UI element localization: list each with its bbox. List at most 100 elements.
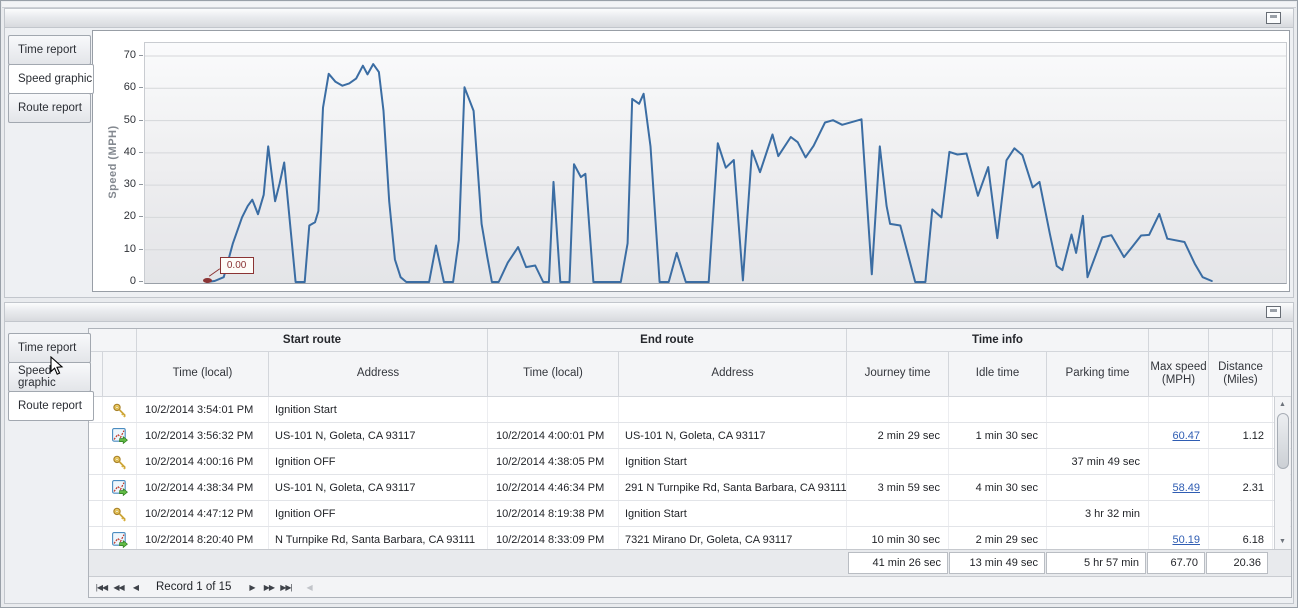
vertical-scrollbar[interactable]: ▲ ▼ — [1274, 397, 1290, 549]
row-indicator-cell — [89, 475, 103, 500]
column-header-distance[interactable]: Distance (Miles) — [1209, 352, 1273, 397]
column-header-end-time[interactable]: Time (local) — [488, 352, 619, 397]
max-speed-link[interactable]: 60.47 — [1172, 429, 1200, 442]
tab-speed-graphic[interactable]: Speed graphic — [8, 362, 91, 392]
table-row[interactable]: 10/2/2014 3:56:32 PM US-101 N, Goleta, CA… — [89, 423, 1291, 449]
cell-idle-time — [949, 449, 1047, 474]
bottom-panel-collapse-button[interactable] — [1266, 306, 1281, 318]
route-report-grid: Start route End route Time info Time (lo… — [88, 328, 1292, 598]
cell-start-time: 10/2/2014 3:54:01 PM — [137, 397, 269, 422]
group-header-blank — [1149, 329, 1209, 352]
route-cell — [103, 527, 137, 549]
group-header-time-info: Time info — [847, 329, 1149, 352]
scroll-down-arrow-icon[interactable]: ▼ — [1279, 538, 1286, 545]
y-axis-tick-label: 70 — [123, 49, 136, 61]
row-filler — [1273, 423, 1291, 448]
cell-max-speed: 50.19 — [1149, 527, 1209, 549]
column-header-idle[interactable]: Idle time — [949, 352, 1047, 397]
speed-line-chart — [145, 55, 1286, 283]
cell-max-speed: 58.49 — [1149, 475, 1209, 500]
group-header-blank — [89, 329, 137, 352]
max-speed-link[interactable]: 50.19 — [1172, 533, 1200, 546]
nav-first-record-button[interactable]: |◀◀ — [95, 582, 108, 592]
cell-distance — [1209, 449, 1273, 474]
group-header-filler — [1273, 329, 1291, 352]
cell-end-time: 10/2/2014 4:38:05 PM — [488, 449, 619, 474]
tab-time-report[interactable]: Time report — [8, 333, 91, 363]
cell-journey-time: 2 min 29 sec — [847, 423, 949, 448]
y-axis-tick-mark — [139, 87, 143, 89]
cell-distance: 6.18 — [1209, 527, 1273, 549]
cell-max-speed — [1149, 449, 1209, 474]
column-header-parking[interactable]: Parking time — [1047, 352, 1149, 397]
cell-journey-time: 10 min 30 sec — [847, 527, 949, 549]
scrollbar-thumb[interactable] — [1277, 413, 1289, 469]
cell-parking-time — [1047, 397, 1149, 422]
total-max-speed: 67.70 — [1147, 552, 1205, 574]
hscroll-left-arrow-icon[interactable]: ◀ — [306, 582, 313, 592]
cell-parking-time: 3 hr 32 min — [1047, 501, 1149, 526]
top-panel-header — [4, 8, 1294, 28]
cell-idle-time: 4 min 30 sec — [949, 475, 1047, 500]
column-header-start-time[interactable]: Time (local) — [137, 352, 269, 397]
cell-start-time: 10/2/2014 4:38:34 PM — [137, 475, 269, 500]
cell-max-speed — [1149, 501, 1209, 526]
total-journey: 41 min 26 sec — [848, 552, 948, 574]
cell-idle-time — [949, 397, 1047, 422]
group-header-end-route: End route — [488, 329, 847, 352]
cell-end-address: Ignition Start — [619, 449, 847, 474]
cell-idle-time: 1 min 30 sec — [949, 423, 1047, 448]
column-header-filler — [1273, 352, 1291, 397]
cell-start-time: 10/2/2014 4:00:16 PM — [137, 449, 269, 474]
y-axis-tick-label: 20 — [123, 210, 136, 223]
tab-speed-graphic[interactable]: Speed graphic — [8, 64, 94, 94]
group-header-start-route: Start route — [137, 329, 488, 352]
cell-journey-time — [847, 501, 949, 526]
total-idle: 13 min 49 sec — [949, 552, 1045, 574]
group-header-blank — [1209, 329, 1273, 352]
cell-journey-time — [847, 449, 949, 474]
top-panel-collapse-button[interactable] — [1266, 12, 1281, 24]
route-map-icon — [111, 479, 128, 496]
cell-max-speed — [1149, 397, 1209, 422]
column-header-start-address[interactable]: Address — [269, 352, 488, 397]
table-row[interactable]: 10/2/2014 3:54:01 PM Ignition Start — [89, 397, 1291, 423]
y-axis-tick-mark — [139, 248, 143, 250]
y-axis-tick-label: 60 — [123, 81, 136, 94]
ignition-cell — [103, 397, 137, 422]
y-axis-tick-label: 40 — [123, 145, 136, 158]
cell-start-address: Ignition OFF — [269, 449, 488, 474]
column-header-blank — [103, 352, 137, 397]
cell-idle-time: 2 min 29 sec — [949, 527, 1047, 549]
nav-prev-page-button[interactable]: ◀◀ — [113, 582, 124, 592]
nav-last-record-button[interactable]: ▶▶| — [280, 582, 292, 592]
cell-start-address: Ignition Start — [269, 397, 488, 422]
tab-route-report[interactable]: Route report — [8, 391, 94, 421]
column-header-end-address[interactable]: Address — [619, 352, 847, 397]
cell-end-address: 7321 Mirano Dr, Goleta, CA 93117 — [619, 527, 847, 549]
chart-plot-area[interactable]: 0.00 — [144, 42, 1287, 284]
cell-end-time — [488, 397, 619, 422]
scroll-up-arrow-icon[interactable]: ▲ — [1279, 401, 1286, 408]
cell-idle-time — [949, 501, 1047, 526]
column-header-max-speed[interactable]: Max speed (MPH) — [1149, 352, 1209, 397]
cell-end-time: 10/2/2014 4:46:34 PM — [488, 475, 619, 500]
max-speed-link[interactable]: 58.49 — [1172, 481, 1200, 494]
column-header-journey[interactable]: Journey time — [847, 352, 949, 397]
tab-route-report[interactable]: Route report — [8, 93, 91, 123]
nav-next-page-button[interactable]: ▶▶ — [263, 582, 275, 592]
nav-next-record-button[interactable]: ▶ — [249, 582, 255, 592]
table-row[interactable]: 10/2/2014 4:00:16 PM Ignition OFF 10/2/201… — [89, 449, 1291, 475]
collapse-icon — [1270, 15, 1277, 18]
key-icon — [112, 403, 126, 418]
table-row[interactable]: 10/2/2014 4:47:12 PM Ignition OFF 10/2/201… — [89, 501, 1291, 527]
cell-distance: 2.31 — [1209, 475, 1273, 500]
cell-end-address: 291 N Turnpike Rd, Santa Barbara, CA 931… — [619, 475, 847, 500]
nav-prev-record-button[interactable]: ◀ — [132, 582, 139, 592]
row-filler — [1273, 449, 1291, 474]
column-header-blank — [89, 352, 103, 397]
row-filler — [1273, 527, 1291, 549]
tab-time-report[interactable]: Time report — [8, 35, 91, 65]
table-row[interactable]: 10/2/2014 4:38:34 PM US-101 N, Goleta, CA… — [89, 475, 1291, 501]
table-row[interactable]: 10/2/2014 8:20:40 PM N Turnpike Rd, Santa… — [89, 527, 1291, 549]
